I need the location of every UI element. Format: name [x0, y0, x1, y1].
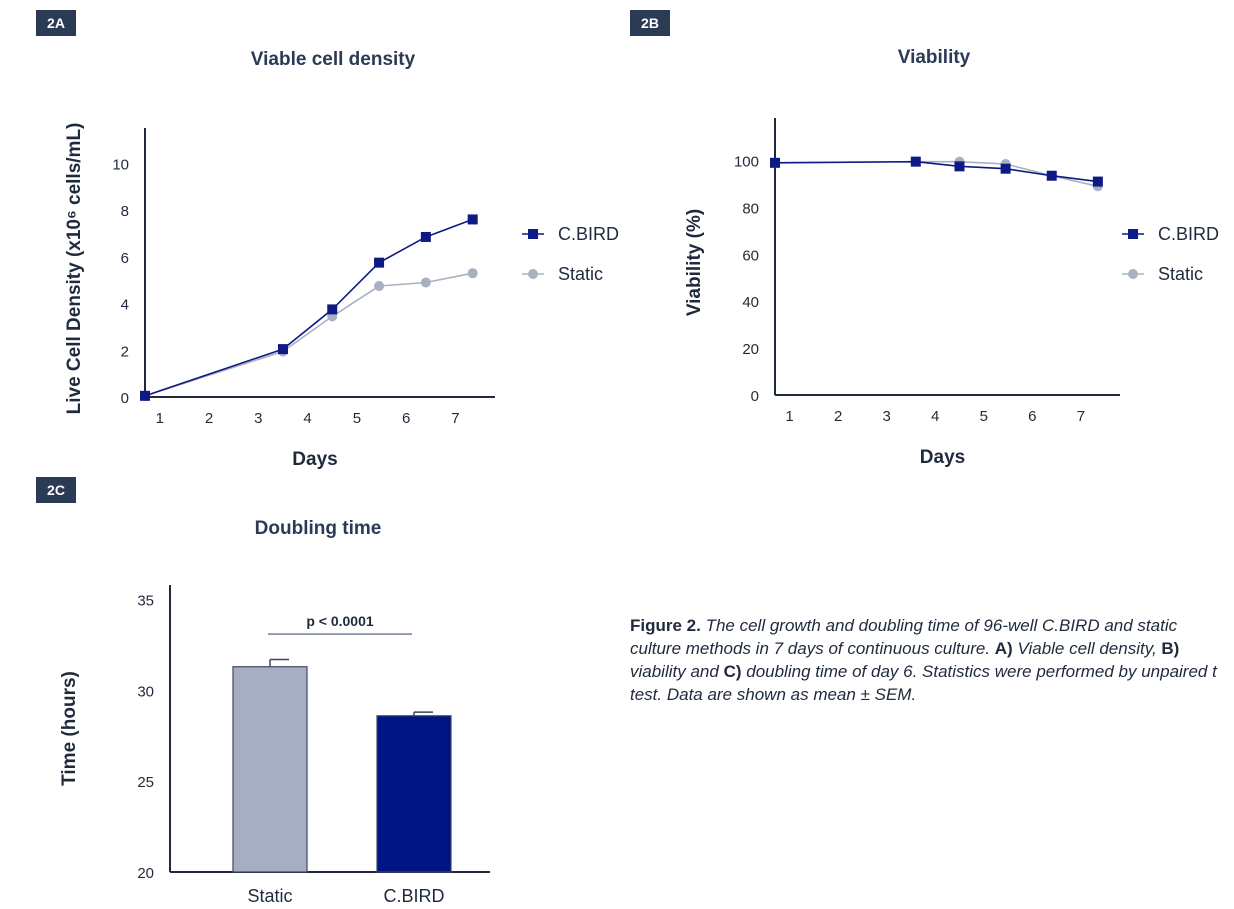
- chart-b-x-tick-label: 4: [931, 408, 939, 425]
- chart-b-x-tick-label: 5: [980, 408, 988, 425]
- chart-a-point-cbird: [277, 344, 288, 355]
- chart-b-y-tick-label: 80: [742, 200, 759, 217]
- chart-b-legend-marker-static: [1128, 269, 1138, 279]
- chart-b-legend-label: C.BIRD: [1158, 224, 1219, 244]
- chart-a-point-cbird: [374, 257, 385, 268]
- caption-a-label: A): [994, 639, 1013, 658]
- chart-b-x-tick-label: 1: [785, 408, 793, 425]
- chart-a-point-static: [467, 268, 478, 279]
- chart-a-y-axis-title: Live Cell Density (x10⁶ cells/mL): [64, 123, 85, 415]
- chart-b-y-tick-label: 0: [751, 388, 759, 405]
- chart-a-y-tick-label: 8: [121, 203, 129, 220]
- chart-c-y-tick-label: 20: [137, 865, 154, 882]
- chart-b-point-cbird: [1092, 176, 1103, 187]
- caption-b-label: B): [1161, 639, 1180, 658]
- chart-a-point-cbird: [327, 304, 338, 315]
- chart-a-series-line-cbird: [144, 218, 473, 397]
- chart-b-x-tick-label: 7: [1077, 408, 1085, 425]
- chart-a-y-tick-label: 2: [121, 343, 129, 360]
- chart-a-x-tick-label: 3: [254, 410, 262, 427]
- chart-b-point-cbird: [770, 157, 780, 168]
- chart-a-point-static: [420, 277, 431, 288]
- chart-c-y-tick-label: 30: [137, 683, 154, 700]
- chart-a-point-cbird: [420, 231, 431, 242]
- chart-a-legend-label: Static: [558, 264, 603, 284]
- chart-b-point-cbird: [954, 161, 965, 172]
- chart-b-legend-marker-cbird: [1128, 229, 1138, 239]
- chart-b-title: Viability: [898, 47, 971, 68]
- chart-a-y-tick-label: 0: [121, 390, 129, 407]
- chart-c-bar-cbird: [376, 715, 452, 873]
- chart-a-point-cbird: [140, 390, 150, 401]
- chart-a-legend-marker-cbird: [528, 229, 538, 239]
- chart-a-title: Viable cell density: [251, 49, 416, 70]
- chart-a-legend-label: C.BIRD: [558, 224, 619, 244]
- chart-b-point-cbird: [1046, 170, 1057, 181]
- chart-c-y-tick-label: 35: [137, 593, 154, 610]
- caption-text-intro: The cell growth and doubling time of 96-…: [630, 616, 1178, 658]
- panel-tag-2c: 2C: [36, 477, 76, 503]
- chart-c-category-label: Static: [247, 886, 292, 906]
- chart-c-category-label: C.BIRD: [383, 886, 444, 906]
- chart-a-legend-marker-static: [528, 269, 538, 279]
- chart-a-point-static: [374, 281, 385, 292]
- chart-a-x-tick-label: 1: [156, 410, 164, 427]
- chart-b-x-tick-label: 3: [882, 408, 890, 425]
- panel-tag-2b: 2B: [630, 10, 670, 36]
- chart-c-title: Doubling time: [255, 518, 382, 539]
- chart-b-y-tick-label: 40: [742, 294, 759, 311]
- chart-c-y-axis-title: Time (hours): [59, 671, 80, 786]
- chart-b-point-cbird: [910, 156, 921, 167]
- chart-b-x-axis-title: Days: [920, 447, 965, 468]
- chart-a-y-tick-label: 4: [121, 297, 129, 314]
- chart-b-x-tick-label: 2: [834, 408, 842, 425]
- chart-b-y-tick-label: 60: [742, 247, 759, 264]
- chart-b-y-tick-label: 20: [742, 341, 759, 358]
- caption-c-label: C): [723, 662, 742, 681]
- chart-a-x-tick-label: 2: [205, 410, 213, 427]
- caption-c-text: doubling time of day 6. Statistics were …: [630, 662, 1217, 704]
- chart-b-y-axis-title: Viability (%): [684, 209, 705, 316]
- chart-a-series-line-static: [144, 272, 473, 397]
- chart-b-series-line-cbird: [774, 160, 1098, 183]
- chart-a-y-tick-label: 6: [121, 250, 129, 267]
- chart-a-x-axis-title: Days: [292, 449, 337, 470]
- panel-tag-2a: 2A: [36, 10, 76, 36]
- caption-a-text: Viable cell density,: [1012, 639, 1162, 658]
- chart-b-x-tick-label: 6: [1028, 408, 1036, 425]
- chart-a-x-tick-label: 4: [303, 410, 311, 427]
- chart-c-bar-static: [232, 666, 308, 873]
- chart-c-y-tick-label: 25: [137, 774, 154, 791]
- caption-b-text: viability and: [630, 662, 724, 681]
- caption-figure-label: Figure 2.: [630, 616, 701, 635]
- chart-a-point-cbird: [467, 214, 478, 225]
- chart-b-point-cbird: [1000, 163, 1011, 174]
- chart-b-legend-label: Static: [1158, 264, 1203, 284]
- chart-b-y-tick-label: 100: [734, 153, 759, 170]
- chart-a-y-tick-label: 10: [112, 156, 129, 173]
- chart-c-significance-label: p < 0.0001: [306, 613, 374, 629]
- chart-a-x-tick-label: 5: [353, 410, 361, 427]
- chart-a-x-tick-label: 7: [451, 410, 459, 427]
- chart-a-x-tick-label: 6: [402, 410, 410, 427]
- figure-caption: Figure 2. The cell growth and doubling t…: [630, 614, 1220, 706]
